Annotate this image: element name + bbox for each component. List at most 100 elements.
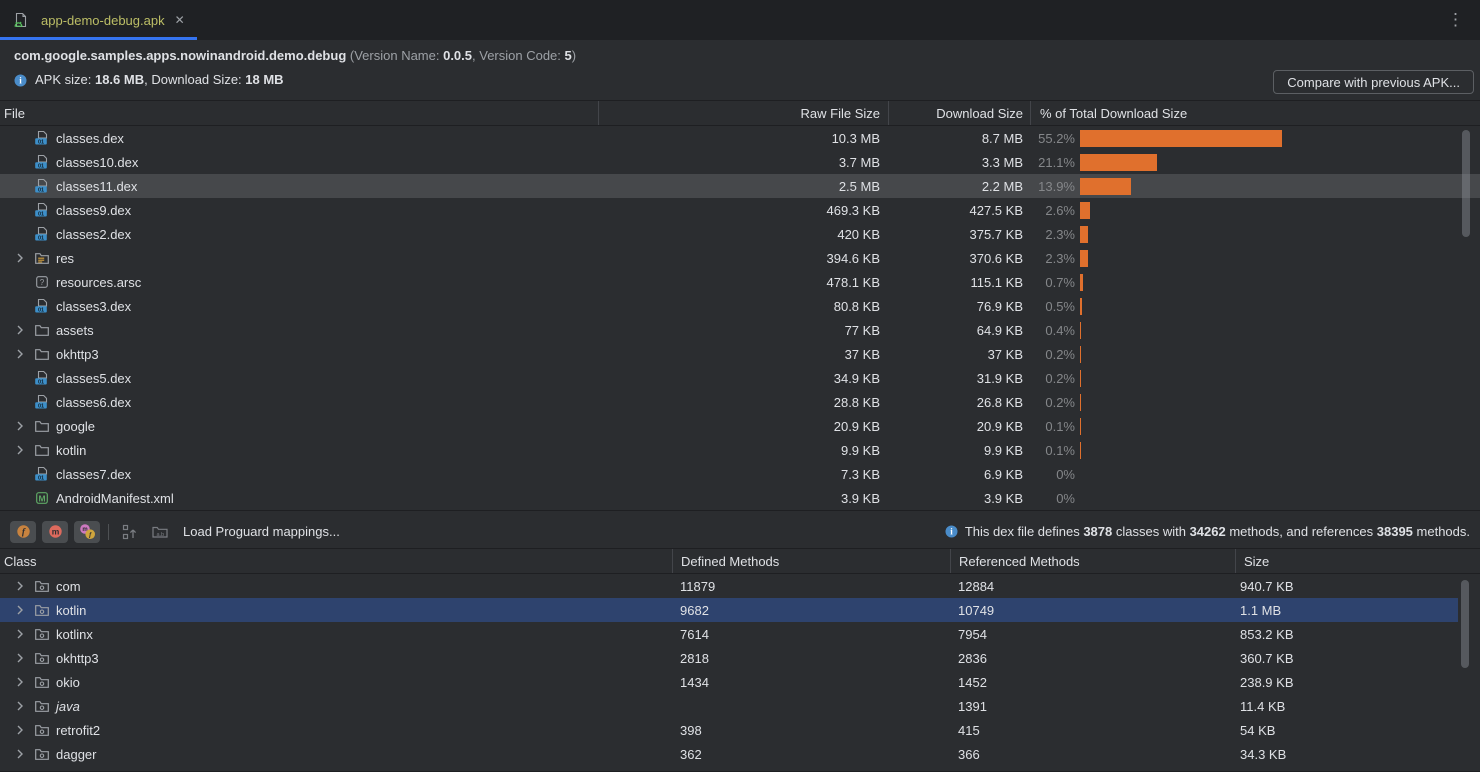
percent-of-total: 13.9%: [1030, 179, 1080, 194]
chevron-right-icon[interactable]: [12, 442, 28, 458]
class-row[interactable]: okhttp328182836360.7 KB: [0, 646, 1458, 670]
chevron-right-icon[interactable]: [12, 650, 28, 666]
package-icon: [34, 626, 50, 642]
class-row[interactable]: okio14341452238.9 KB: [0, 670, 1458, 694]
defined-methods: 9682: [672, 603, 950, 618]
percent-bar-cell: [1080, 486, 1480, 510]
percent-bar: [1080, 298, 1082, 315]
close-icon[interactable]: ✕: [175, 14, 185, 26]
raw-file-size: 80.8 KB: [598, 299, 888, 314]
kebab-menu-icon[interactable]: ⋮: [1447, 9, 1464, 31]
raw-file-size-column-header: Raw File Size: [598, 101, 888, 125]
percent-bar-cell: [1080, 222, 1480, 246]
file-row[interactable]: res394.6 KB370.6 KB2.3%: [0, 246, 1480, 270]
dex-info-line: i This dex file defines 3878 classes wit…: [945, 524, 1475, 539]
file-row[interactable]: 01classes7.dex7.3 KB6.9 KB0%: [0, 462, 1480, 486]
download-size: 115.1 KB: [888, 275, 1030, 290]
file-name: classes6.dex: [56, 395, 131, 410]
package-icon: [34, 698, 50, 714]
file-row[interactable]: ?resources.arsc478.1 KB115.1 KB0.7%: [0, 270, 1480, 294]
file-row[interactable]: 01classes.dex10.3 MB8.7 MB55.2%: [0, 126, 1480, 150]
show-referenced-nodes-toggle[interactable]: m f: [74, 521, 100, 543]
file-name: assets: [56, 323, 94, 338]
file-name: classes.dex: [56, 131, 124, 146]
chevron-right-icon[interactable]: [12, 602, 28, 618]
dex-file-icon: 01: [34, 178, 50, 194]
file-row[interactable]: MAndroidManifest.xml3.9 KB3.9 KB0%: [0, 486, 1480, 510]
file-row[interactable]: 01classes5.dex34.9 KB31.9 KB0.2%: [0, 366, 1480, 390]
percent-of-total: 0.4%: [1030, 323, 1080, 338]
dex-file-icon: 01: [34, 154, 50, 170]
svg-text:m: m: [51, 526, 59, 536]
referenced-methods-count: 38395: [1377, 524, 1413, 539]
class-row[interactable]: java139111.4 KB: [0, 694, 1458, 718]
file-name-cell: okhttp3: [0, 346, 598, 362]
svg-text:01: 01: [38, 235, 44, 241]
percent-of-total: 55.2%: [1030, 131, 1080, 146]
chevron-right-icon[interactable]: [12, 626, 28, 642]
class-row[interactable]: retrofit239841554 KB: [0, 718, 1458, 742]
percent-bar-cell: [1080, 366, 1480, 390]
chevron-spacer: [12, 490, 28, 506]
folder-icon: [34, 346, 50, 362]
deobfuscate-names-icon[interactable]: a.b: [150, 522, 170, 542]
percent-bar: [1080, 346, 1081, 363]
apk-size-value: 18.6 MB: [95, 72, 144, 87]
class-row[interactable]: kotlin9682107491.1 MB: [0, 598, 1458, 622]
raw-file-size: 37 KB: [598, 347, 888, 362]
referenced-methods-column-header: Referenced Methods: [950, 549, 1235, 573]
dex-file-icon: 01: [34, 130, 50, 146]
class-row[interactable]: dagger36236634.3 KB: [0, 742, 1458, 766]
raw-file-size: 34.9 KB: [598, 371, 888, 386]
file-row[interactable]: 01classes10.dex3.7 MB3.3 MB21.1%: [0, 150, 1480, 174]
file-row[interactable]: 01classes3.dex80.8 KB76.9 KB0.5%: [0, 294, 1480, 318]
chevron-right-icon[interactable]: [12, 722, 28, 738]
file-row[interactable]: 01classes6.dex28.8 KB26.8 KB0.2%: [0, 390, 1480, 414]
raw-file-size: 2.5 MB: [598, 179, 888, 194]
chevron-spacer: [12, 202, 28, 218]
tab-app-demo-debug-apk[interactable]: app-demo-debug.apk ✕: [0, 0, 197, 40]
compare-with-previous-apk-button[interactable]: Compare with previous APK...: [1273, 70, 1474, 94]
file-row[interactable]: 01classes2.dex420 KB375.7 KB2.3%: [0, 222, 1480, 246]
file-row[interactable]: kotlin9.9 KB9.9 KB0.1%: [0, 438, 1480, 462]
chevron-right-icon[interactable]: [12, 250, 28, 266]
show-fields-toggle[interactable]: f: [10, 521, 36, 543]
info-icon: i: [14, 74, 27, 87]
file-row[interactable]: okhttp337 KB37 KB0.2%: [0, 342, 1480, 366]
referenced-nodes-icon: m f: [79, 523, 96, 540]
defined-methods: 398: [672, 723, 950, 738]
size-column-header: Size: [1235, 549, 1480, 573]
load-proguard-mappings-link[interactable]: Load Proguard mappings...: [183, 524, 340, 539]
dex-viewer-toolbar: f m m f a.b Load Proguard mappings...: [0, 515, 1480, 548]
percent-of-total: 0.2%: [1030, 395, 1080, 410]
file-row[interactable]: google20.9 KB20.9 KB0.1%: [0, 414, 1480, 438]
class-table-scrollbar-thumb[interactable]: [1461, 580, 1469, 668]
class-row[interactable]: kotlinx76147954853.2 KB: [0, 622, 1458, 646]
file-row[interactable]: 01classes9.dex469.3 KB427.5 KB2.6%: [0, 198, 1480, 222]
show-methods-toggle[interactable]: m: [42, 521, 68, 543]
chevron-right-icon[interactable]: [12, 698, 28, 714]
file-row[interactable]: 01classes11.dex2.5 MB2.2 MB13.9%: [0, 174, 1480, 198]
file-row[interactable]: assets77 KB64.9 KB0.4%: [0, 318, 1480, 342]
chevron-right-icon[interactable]: [12, 418, 28, 434]
show-removed-nodes-icon[interactable]: [120, 522, 140, 542]
chevron-right-icon[interactable]: [12, 674, 28, 690]
resource-folder-icon: [34, 250, 50, 266]
file-name-cell: 01classes6.dex: [0, 394, 598, 410]
chevron-right-icon[interactable]: [12, 578, 28, 594]
download-size: 8.7 MB: [888, 131, 1030, 146]
defined-methods-column-header: Defined Methods: [672, 549, 950, 573]
download-size: 26.8 KB: [888, 395, 1030, 410]
dex-info-text: This dex file defines 3878 classes with …: [965, 524, 1470, 539]
chevron-right-icon[interactable]: [12, 346, 28, 362]
svg-text:M: M: [38, 493, 45, 503]
class-row[interactable]: com1187912884940.7 KB: [0, 574, 1458, 598]
referenced-methods: 366: [950, 747, 1235, 762]
file-table-scrollbar-thumb[interactable]: [1462, 130, 1470, 237]
percent-of-total: 0.5%: [1030, 299, 1080, 314]
percent-of-total: 2.3%: [1030, 251, 1080, 266]
chevron-right-icon[interactable]: [12, 322, 28, 338]
defined-methods: 1434: [672, 675, 950, 690]
chevron-right-icon[interactable]: [12, 746, 28, 762]
class-size: 54 KB: [1235, 723, 1458, 738]
